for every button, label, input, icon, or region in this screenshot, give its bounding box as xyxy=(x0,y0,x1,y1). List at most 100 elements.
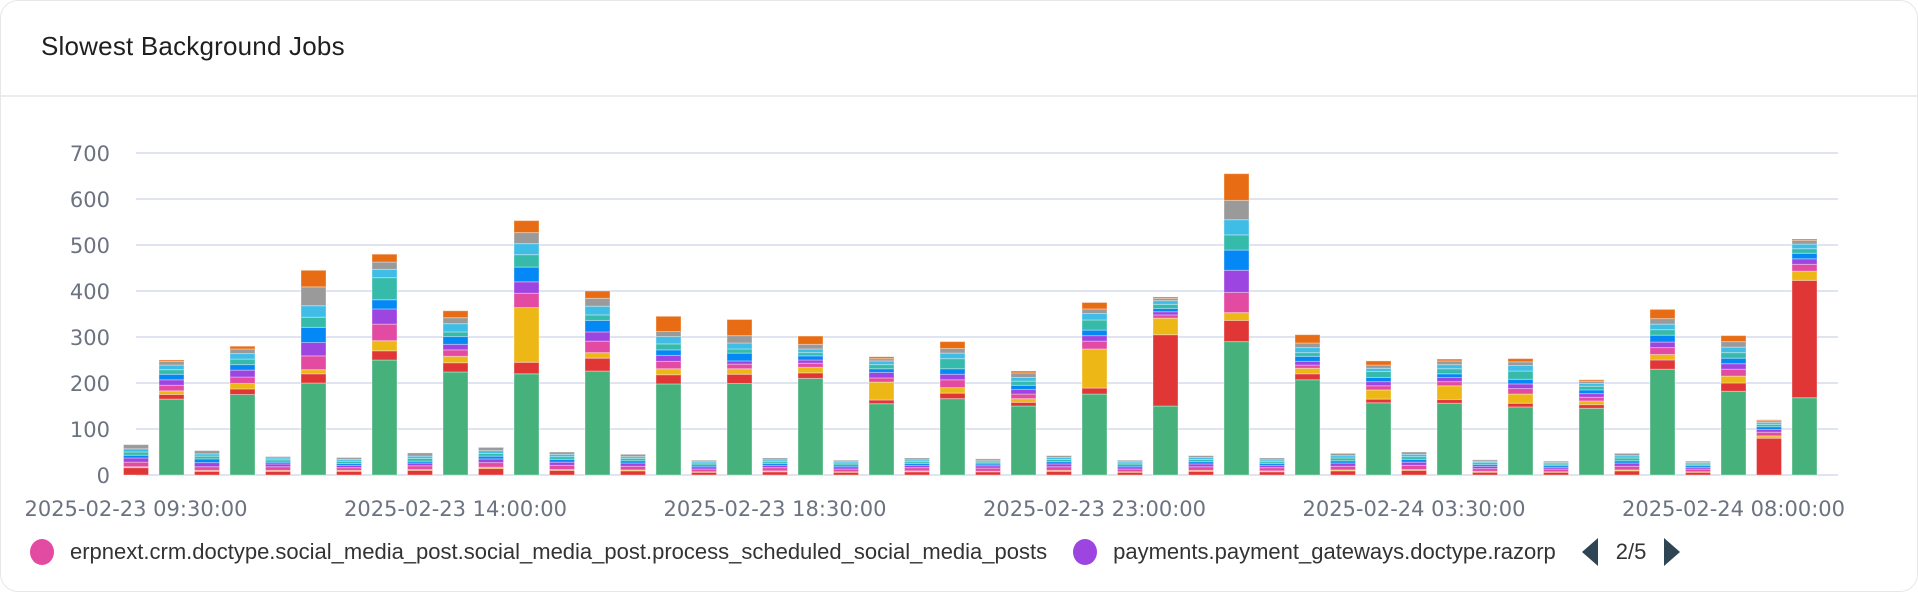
bar-segment[interactable] xyxy=(158,398,185,476)
bar-segment[interactable] xyxy=(549,456,575,460)
bar-stack[interactable] xyxy=(1507,358,1534,476)
bar-stack[interactable] xyxy=(1294,334,1321,476)
bar-segment[interactable] xyxy=(1578,400,1605,406)
bar-segment[interactable] xyxy=(1330,457,1356,462)
bar-segment[interactable] xyxy=(939,348,966,354)
bar-segment[interactable] xyxy=(1046,470,1072,476)
bar-segment[interactable] xyxy=(939,392,966,400)
bar-segment[interactable] xyxy=(833,459,859,463)
bar-segment[interactable] xyxy=(442,323,469,333)
bar-segment[interactable] xyxy=(584,297,611,307)
bar-segment[interactable] xyxy=(1223,199,1250,221)
bar-segment[interactable] xyxy=(1436,376,1463,383)
bar-segment[interactable] xyxy=(1188,466,1214,471)
bar-segment[interactable] xyxy=(726,363,753,370)
bar-segment[interactable] xyxy=(1294,355,1321,362)
bar-segment[interactable] xyxy=(300,382,327,476)
legend-item-razorpay[interactable]: payments.payment_gateways.doctype.razorp xyxy=(1073,539,1556,565)
bar-segment[interactable] xyxy=(1791,270,1818,281)
bar-segment[interactable] xyxy=(726,382,753,476)
bar-segment[interactable] xyxy=(300,269,327,288)
bar-stack[interactable] xyxy=(1152,296,1179,476)
bar-segment[interactable] xyxy=(513,266,540,283)
bar-segment[interactable] xyxy=(1578,396,1605,402)
bar-segment[interactable] xyxy=(584,352,611,359)
bar-segment[interactable] xyxy=(1436,399,1463,404)
bar-segment[interactable] xyxy=(726,342,753,350)
bar-segment[interactable] xyxy=(797,377,824,476)
bar-segment[interactable] xyxy=(1436,364,1463,370)
bar-segment[interactable] xyxy=(620,465,646,471)
bar-segment[interactable] xyxy=(1436,358,1463,362)
bar-stack[interactable] xyxy=(1259,457,1285,476)
bar-segment[interactable] xyxy=(1578,389,1605,395)
bar-stack[interactable] xyxy=(194,450,220,476)
bar-segment[interactable] xyxy=(1649,359,1676,370)
bar-stack[interactable] xyxy=(123,444,149,476)
bar-segment[interactable] xyxy=(1614,462,1640,467)
bar-segment[interactable] xyxy=(655,354,682,362)
bar-segment[interactable] xyxy=(194,470,220,476)
bar-segment[interactable] xyxy=(1578,407,1605,476)
bar-stack[interactable] xyxy=(1330,452,1356,476)
bar-segment[interactable] xyxy=(1791,279,1818,399)
bar-segment[interactable] xyxy=(513,373,540,476)
bar-segment[interactable] xyxy=(1649,323,1676,331)
bar-stack[interactable] xyxy=(1543,460,1569,476)
bar-segment[interactable] xyxy=(1436,360,1463,366)
bar-segment[interactable] xyxy=(1010,393,1037,400)
bar-segment[interactable] xyxy=(1152,300,1179,305)
bar-segment[interactable] xyxy=(158,369,185,375)
bar-segment[interactable] xyxy=(1223,173,1250,201)
bar-segment[interactable] xyxy=(1365,385,1392,391)
bar-segment[interactable] xyxy=(1401,464,1427,470)
bar-segment[interactable] xyxy=(442,336,469,345)
bar-segment[interactable] xyxy=(1330,452,1356,457)
bar-segment[interactable] xyxy=(1436,368,1463,375)
bar-stack[interactable] xyxy=(1720,335,1747,476)
bar-segment[interactable] xyxy=(1365,360,1392,366)
bar-segment[interactable] xyxy=(371,268,398,279)
bar-segment[interactable] xyxy=(1152,405,1179,476)
bar-segment[interactable] xyxy=(1010,405,1037,476)
bar-stack[interactable] xyxy=(620,453,646,476)
bar-segment[interactable] xyxy=(1720,357,1747,365)
bar-segment[interactable] xyxy=(1010,401,1037,407)
bar-segment[interactable] xyxy=(1649,341,1676,349)
bar-segment[interactable] xyxy=(1720,341,1747,348)
bar-segment[interactable] xyxy=(1756,431,1782,437)
bar-segment[interactable] xyxy=(371,323,398,342)
bar-segment[interactable] xyxy=(1365,371,1392,378)
bar-stack[interactable] xyxy=(1188,455,1214,476)
bar-segment[interactable] xyxy=(1152,317,1179,336)
bar-segment[interactable] xyxy=(1365,398,1392,404)
bar-segment[interactable] xyxy=(513,232,540,245)
bar-segment[interactable] xyxy=(726,373,753,384)
bar-segment[interactable] xyxy=(797,372,824,379)
bar-segment[interactable] xyxy=(1223,319,1250,343)
bar-segment[interactable] xyxy=(584,319,611,333)
bar-segment[interactable] xyxy=(1649,318,1676,325)
bar-stack[interactable] xyxy=(1365,360,1392,476)
bar-segment[interactable] xyxy=(300,342,327,357)
bar-segment[interactable] xyxy=(194,466,220,471)
bar-segment[interactable] xyxy=(229,364,256,371)
bar-segment[interactable] xyxy=(194,450,220,455)
bar-segment[interactable] xyxy=(1294,334,1321,344)
bar-segment[interactable] xyxy=(158,373,185,381)
bar-segment[interactable] xyxy=(1259,457,1285,461)
bar-segment[interactable] xyxy=(1507,402,1534,408)
bar-segment[interactable] xyxy=(655,383,682,476)
bar-segment[interactable] xyxy=(1081,329,1108,337)
bar-segment[interactable] xyxy=(549,464,575,470)
bar-segment[interactable] xyxy=(1756,419,1782,422)
bar-segment[interactable] xyxy=(513,307,540,363)
bar-segment[interactable] xyxy=(1720,363,1747,370)
bar-segment[interactable] xyxy=(762,467,788,472)
bar-segment[interactable] xyxy=(1330,462,1356,467)
bar-segment[interactable] xyxy=(229,358,256,366)
bar-stack[interactable] xyxy=(1756,419,1782,476)
bar-segment[interactable] xyxy=(1472,459,1498,462)
bar-segment[interactable] xyxy=(442,371,469,476)
bar-segment[interactable] xyxy=(1081,387,1108,395)
